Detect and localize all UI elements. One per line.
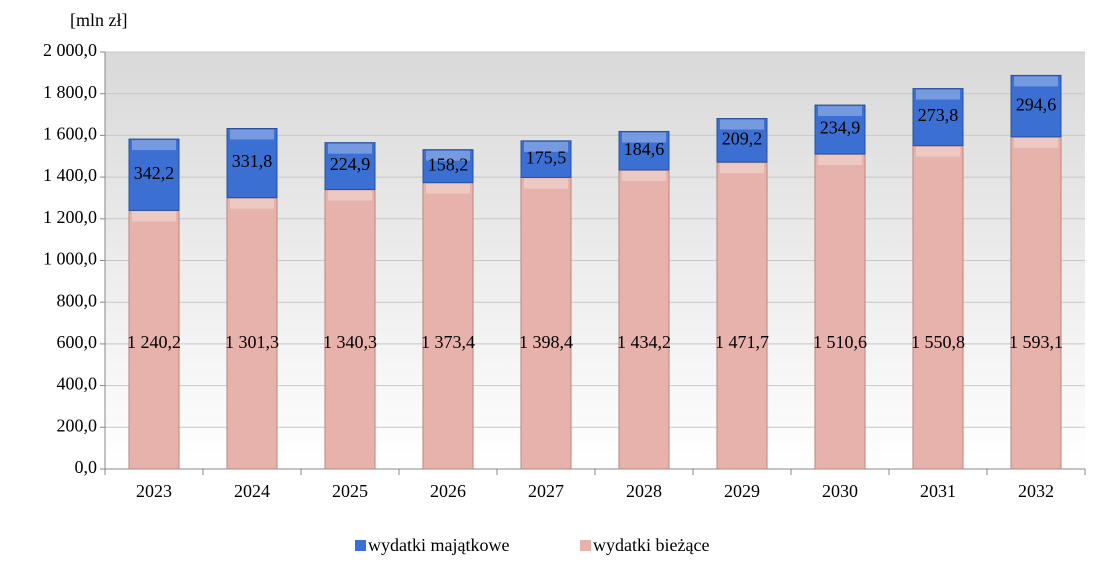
bar-segment: [814, 104, 866, 155]
y-tick-label: 200,0: [57, 415, 98, 435]
bar-segment: [422, 182, 474, 470]
bar-highlight: [524, 178, 568, 189]
y-tick-label: 2 000,0: [43, 40, 97, 60]
bar-highlight: [426, 150, 470, 161]
y-tick-label: 1 000,0: [43, 249, 97, 269]
data-label: 175,5: [526, 147, 567, 167]
y-tick-label: 1 200,0: [43, 207, 97, 227]
y-tick-label: 0,0: [75, 457, 98, 477]
bar-highlight: [328, 190, 372, 201]
bar-segment: [128, 209, 180, 470]
bar-highlight: [426, 183, 470, 194]
data-label: 1 510,6: [813, 332, 867, 352]
bar-highlight: [720, 163, 764, 174]
bar-segment: [814, 153, 866, 470]
x-tick-label: 2032: [1018, 481, 1054, 501]
bar-segment: [520, 140, 572, 178]
bar-segment: [324, 189, 376, 470]
x-tick-label: 2023: [136, 481, 172, 501]
bar-highlight: [818, 155, 862, 166]
y-tick-label: 400,0: [57, 374, 98, 394]
x-tick-label: 2027: [528, 481, 564, 501]
data-label: 1 593,1: [1009, 332, 1063, 352]
legend-swatch: [355, 540, 366, 551]
legend-label: wydatki bieżące: [593, 535, 709, 555]
bar-highlight: [132, 211, 176, 222]
data-label: 1 434,2: [617, 332, 671, 352]
bar-highlight: [524, 141, 568, 152]
y-tick-label: 1 400,0: [43, 165, 97, 185]
bar-segment: [128, 138, 180, 211]
bar-highlight: [720, 119, 764, 130]
data-label: 1 373,4: [421, 332, 475, 352]
y-tick-label: 1 600,0: [43, 124, 97, 144]
data-label: 1 398,4: [519, 332, 573, 352]
data-label: 158,2: [428, 154, 469, 174]
x-tick-label: 2026: [430, 481, 466, 501]
y-tick-label: 600,0: [57, 332, 98, 352]
bar-segment: [226, 127, 278, 199]
data-label: 1 550,8: [911, 332, 965, 352]
data-label: 273,8: [918, 105, 959, 125]
x-tick-label: 2029: [724, 481, 760, 501]
bar-highlight: [818, 106, 862, 117]
bar-highlight: [230, 198, 274, 209]
bar-highlight: [916, 89, 960, 100]
bar-highlight: [230, 129, 274, 140]
y-axis-label: [mln zł]: [70, 10, 127, 30]
data-label: 1 240,2: [127, 332, 181, 352]
legend-swatch: [580, 540, 591, 551]
data-label: 209,2: [722, 128, 763, 148]
bar-highlight: [622, 132, 666, 143]
x-tick-label: 2030: [822, 481, 858, 501]
bar-highlight: [132, 140, 176, 151]
x-tick-label: 2024: [234, 481, 270, 501]
bar-segment: [716, 118, 768, 163]
data-label: 184,6: [624, 139, 665, 159]
data-label: 294,6: [1016, 94, 1057, 114]
bar-segment: [912, 145, 964, 470]
x-tick-label: 2031: [920, 481, 956, 501]
bar-segment: [520, 176, 572, 470]
bar-segment: [716, 161, 768, 470]
bar-highlight: [1014, 137, 1058, 148]
data-label: 234,9: [820, 118, 861, 138]
bar-highlight: [328, 143, 372, 154]
legend-label: wydatki majątkowe: [368, 535, 509, 555]
bar-segment: [618, 130, 670, 171]
data-label: 1 471,7: [715, 332, 769, 352]
data-label: 1 301,3: [225, 332, 279, 352]
data-label: 224,9: [330, 154, 371, 174]
bar-segment: [618, 169, 670, 470]
data-label: 1 340,3: [323, 332, 377, 352]
bar-segment: [1010, 74, 1062, 138]
x-tick-label: 2025: [332, 481, 368, 501]
bar-segment: [912, 88, 964, 147]
bar-highlight: [622, 170, 666, 181]
bar-highlight: [916, 146, 960, 157]
y-tick-label: 800,0: [57, 290, 98, 310]
bar-segment: [422, 149, 474, 184]
data-label: 342,2: [134, 163, 175, 183]
y-tick-label: 1 800,0: [43, 82, 97, 102]
data-label: 331,8: [232, 151, 273, 171]
bar-highlight: [1014, 76, 1058, 87]
bar-segment: [324, 142, 376, 191]
bar-segment: [1010, 136, 1062, 470]
x-tick-label: 2028: [626, 481, 662, 501]
